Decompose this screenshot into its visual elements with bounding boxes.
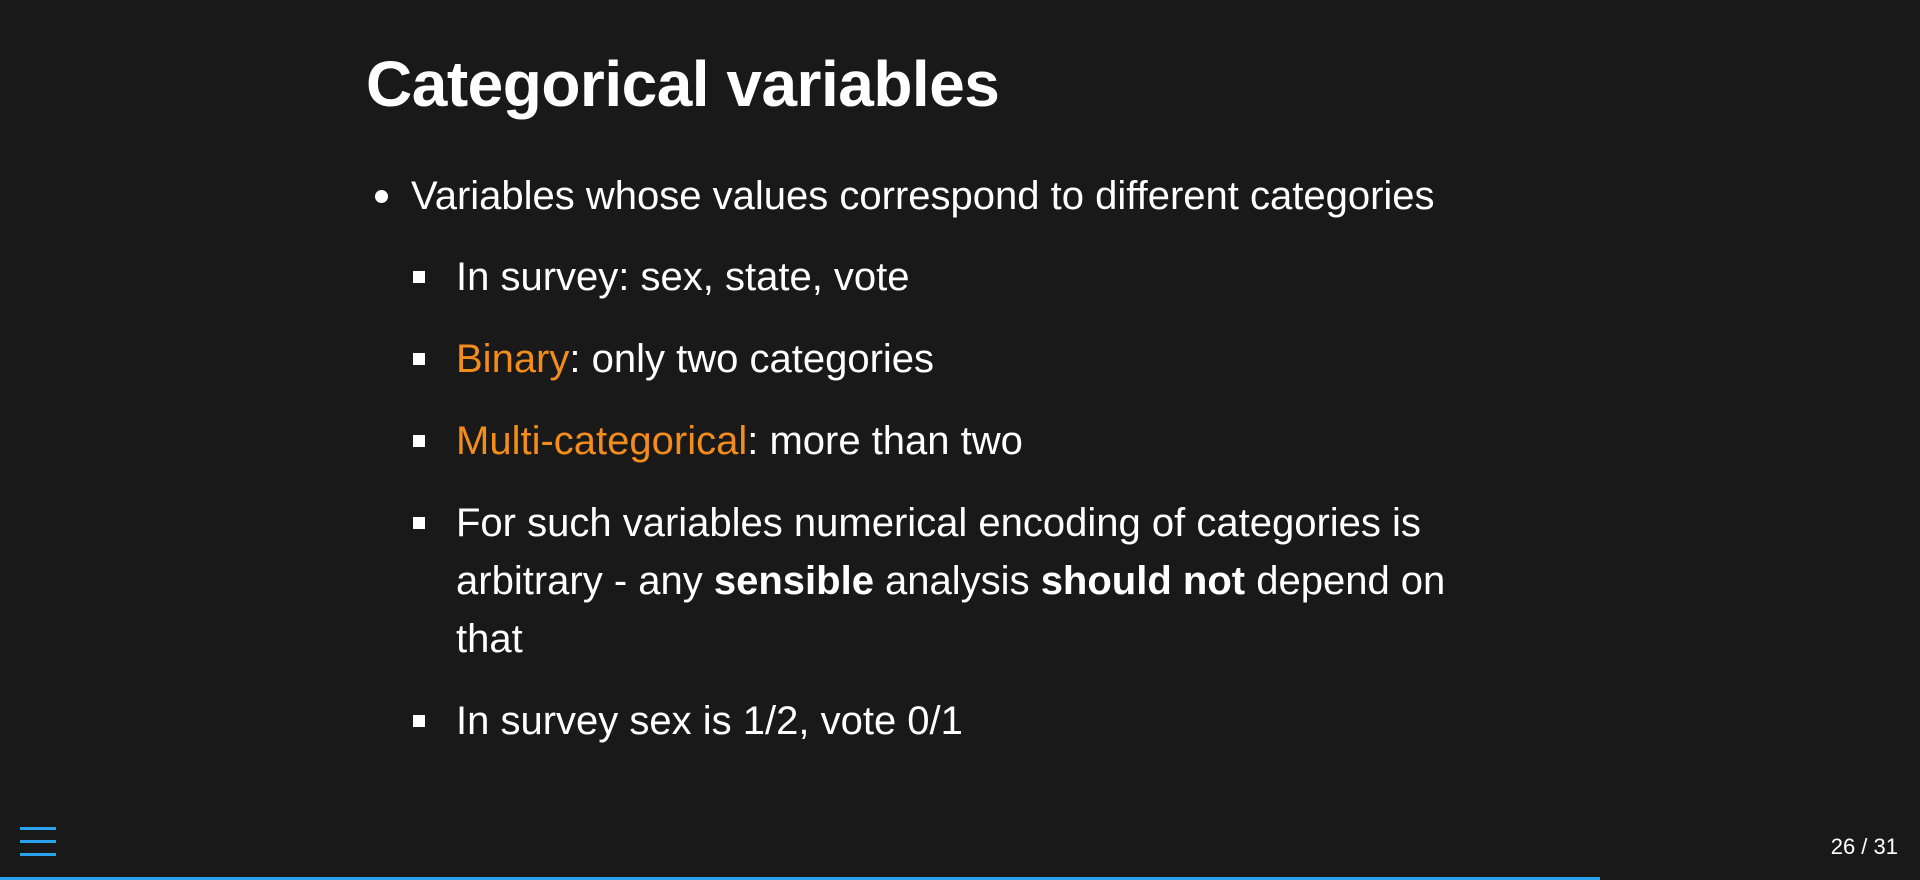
sub-bullet-text: analysis [873,559,1041,603]
bold-term: should not [1040,559,1246,603]
highlighted-term: Multi-categorical [456,419,748,463]
bullet-text: Variables whose values correspond to dif… [411,174,1435,218]
bullet-dot-icon [375,190,388,203]
square-bullet-icon [413,353,425,365]
sub-bullet-item: In survey: sex, state, vote [411,248,1506,306]
menu-button[interactable] [18,824,58,860]
sub-bullet-item: In survey sex is 1/2, vote 0/1 [411,692,1506,750]
sub-bullet-text: depend on that [456,559,1446,661]
sub-bullet-list: In survey: sex, state, vote Binary: only… [411,248,1506,750]
bold-term: sensible [713,559,874,603]
slide-counter: 26 / 31 [1830,834,1898,859]
bullet-item: Variables whose values correspond to dif… [366,168,1506,750]
sub-bullet-text: In survey sex is 1/2, vote 0/1 [456,699,963,743]
sub-bullet-text: In survey: sex, state, vote [456,255,910,299]
highlighted-term: Binary [456,337,570,381]
square-bullet-icon [413,435,425,447]
progress-bar-fill [0,877,1600,880]
sub-bullet-text: : more than two [747,419,1023,463]
sub-bullet-item: Multi-categorical: more than two [411,412,1506,470]
sub-bullet-text: For such variables numerical encoding of… [456,501,1421,603]
sub-bullet-item: For such variables numerical encoding of… [411,494,1506,668]
bullet-list: Variables whose values correspond to dif… [366,168,1506,750]
square-bullet-icon [413,517,425,529]
slide-title: Categorical variables [366,48,1000,120]
hamburger-menu-icon [20,827,56,856]
square-bullet-icon [413,271,425,283]
sub-bullet-item: Binary: only two categories [411,330,1506,388]
progress-bar[interactable] [0,877,1920,880]
square-bullet-icon [413,715,425,727]
sub-bullet-text: : only two categories [569,337,935,381]
